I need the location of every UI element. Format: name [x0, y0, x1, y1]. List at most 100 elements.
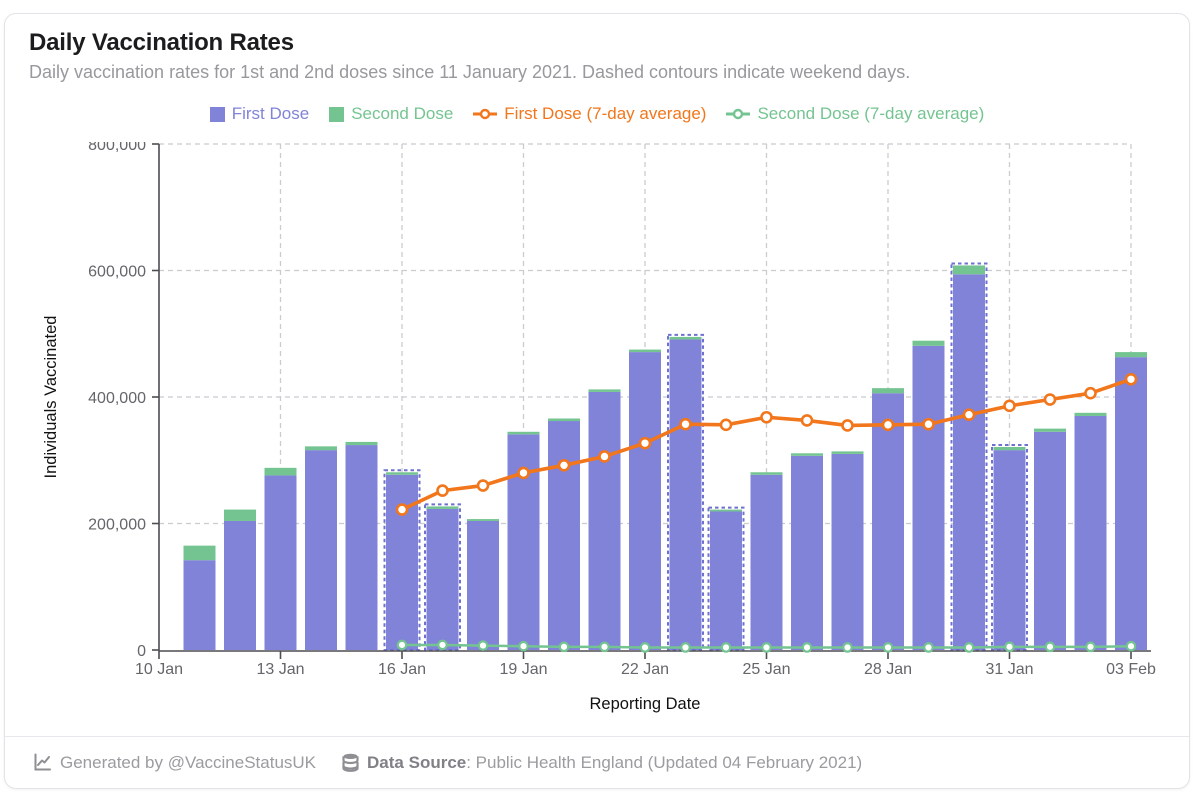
footer-data-source-value: : Public Health England (Updated 04 Febr…	[466, 752, 863, 772]
avg-point	[842, 642, 853, 653]
bar-second-dose-16 Jan	[386, 472, 418, 475]
svg-text:600,000: 600,000	[88, 264, 146, 281]
avg-point	[557, 459, 571, 472]
bar-first-dose-18 Jan	[467, 520, 499, 650]
avg-point	[761, 642, 772, 653]
bar-first-dose-25 Jan	[750, 474, 783, 650]
bar-second-dose-30 Jan	[953, 265, 985, 275]
bar-first-dose-29 Jan	[912, 345, 945, 650]
avg-point	[680, 642, 691, 653]
avg-point	[1043, 393, 1057, 406]
legend-label: First Dose (7-day average)	[504, 104, 707, 123]
avg-point	[518, 640, 529, 652]
legend-item-1: Second Dose	[329, 103, 453, 125]
bar-second-dose-24 Jan	[710, 509, 742, 512]
bar-first-dose-22 Jan	[629, 352, 661, 650]
avg-point	[558, 641, 570, 653]
bar-first-dose-17 Jan	[426, 508, 459, 650]
bar-second-dose-13 Jan	[264, 467, 297, 476]
svg-text:800,000: 800,000	[88, 142, 146, 154]
footer-data-source: Data Source: Public Health England (Upda…	[367, 753, 862, 773]
bar-first-dose-31 Jan	[993, 450, 1026, 650]
weekend-contour-31 Jan	[991, 443, 1028, 651]
svg-text:03 Feb: 03 Feb	[1106, 661, 1156, 678]
weekend-contour-30 Jan	[950, 262, 988, 651]
bar-second-dose-15 Jan	[345, 441, 378, 446]
avg-point	[437, 639, 448, 651]
svg-text:28 Jan: 28 Jan	[864, 661, 912, 678]
bar-first-dose-15 Jan	[345, 445, 378, 650]
legend-square-icon	[329, 106, 345, 122]
bar-first-dose-27 Jan	[831, 453, 864, 650]
svg-text:10 Jan: 10 Jan	[135, 661, 183, 678]
footer-data-source-label: Data Source	[367, 752, 467, 772]
avg-point	[801, 642, 813, 653]
bar-first-dose-14 Jan	[305, 450, 337, 650]
svg-text:22 Jan: 22 Jan	[621, 661, 669, 678]
legend-label: First Dose	[231, 104, 310, 123]
svg-text:25 Jan: 25 Jan	[742, 661, 790, 678]
avg-point	[962, 408, 976, 422]
avg-point	[396, 639, 408, 651]
bar-first-dose-23 Jan	[669, 339, 702, 650]
avg-point	[639, 642, 651, 653]
bar-second-dose-02 Feb	[1074, 412, 1107, 416]
avg-point	[719, 418, 733, 432]
chart-legend: First Dose Second Dose First Dose (7-day a…	[5, 103, 1189, 125]
avg-point	[476, 479, 490, 492]
bar-first-dose-26 Jan	[791, 455, 823, 650]
bar-first-dose-21 Jan	[588, 391, 621, 650]
avg-point	[1004, 641, 1015, 653]
bar-first-dose-30 Jan	[953, 274, 985, 650]
avg-point	[881, 418, 895, 432]
avg-point	[841, 419, 854, 432]
avg-point	[638, 436, 652, 450]
bar-second-dose-11 Jan	[183, 545, 216, 561]
avg-point	[477, 640, 489, 651]
svg-text:13 Jan: 13 Jan	[256, 661, 304, 678]
svg-text:200,000: 200,000	[88, 517, 146, 534]
chart-header: Daily Vaccination Rates Daily vaccinatio…	[5, 14, 1189, 83]
weekend-contour-16 Jan	[383, 469, 421, 651]
bar-second-dose-19 Jan	[507, 431, 540, 435]
chart-subtitle: Daily vaccination rates for 1st and 2nd …	[29, 62, 911, 82]
bar-second-dose-01 Feb	[1034, 428, 1066, 432]
avg-point	[882, 642, 894, 653]
svg-text:16 Jan: 16 Jan	[378, 661, 426, 678]
bar-second-dose-12 Jan	[224, 509, 256, 521]
chart-card: Daily Vaccination Rates Daily vaccinatio…	[4, 13, 1190, 789]
legend-label: Second Dose	[351, 104, 454, 123]
avg-point	[517, 466, 530, 480]
vaccination-chart: 0 200,000 400,000 600,000 800,000 10 Jan 13 Ja…	[42, 142, 1156, 713]
bar-second-dose-26 Jan	[791, 453, 823, 456]
avg-point	[922, 417, 935, 431]
bar-second-dose-20 Jan	[548, 418, 580, 422]
database-icon	[342, 753, 359, 772]
avg-point	[1084, 386, 1097, 400]
legend-label: Second Dose (7-day average)	[757, 104, 985, 123]
weekend-contour-24 Jan	[707, 506, 745, 651]
avg-point	[923, 642, 934, 653]
avg-point	[679, 417, 692, 431]
bar-second-dose-21 Jan	[588, 389, 621, 392]
svg-text:31 Jan: 31 Jan	[985, 661, 1033, 678]
bar-second-dose-23 Jan	[669, 336, 702, 340]
bar-first-dose-24 Jan	[710, 511, 742, 650]
avg-point	[1003, 399, 1016, 413]
bar-second-dose-31 Jan	[993, 446, 1026, 451]
bar-first-dose-28 Jan	[872, 393, 904, 650]
bar-second-dose-18 Jan	[467, 519, 499, 521]
bar-second-dose-28 Jan	[872, 388, 904, 394]
chart-title: Daily Vaccination Rates	[29, 29, 294, 56]
avg-point	[1085, 641, 1096, 653]
bar-first-dose-16 Jan	[386, 474, 418, 650]
legend-item-2: First Dose (7-day average)	[473, 103, 706, 125]
legend-item-0: First Dose	[209, 103, 310, 125]
legend-item-3: Second Dose (7-day average)	[726, 103, 984, 125]
svg-text:0: 0	[137, 643, 146, 660]
bar-first-dose-11 Jan	[183, 560, 216, 650]
bar-second-dose-14 Jan	[305, 446, 337, 451]
avg-point	[963, 642, 975, 653]
legend-line-marker-icon	[726, 108, 751, 120]
bar-second-dose-27 Jan	[831, 451, 864, 454]
